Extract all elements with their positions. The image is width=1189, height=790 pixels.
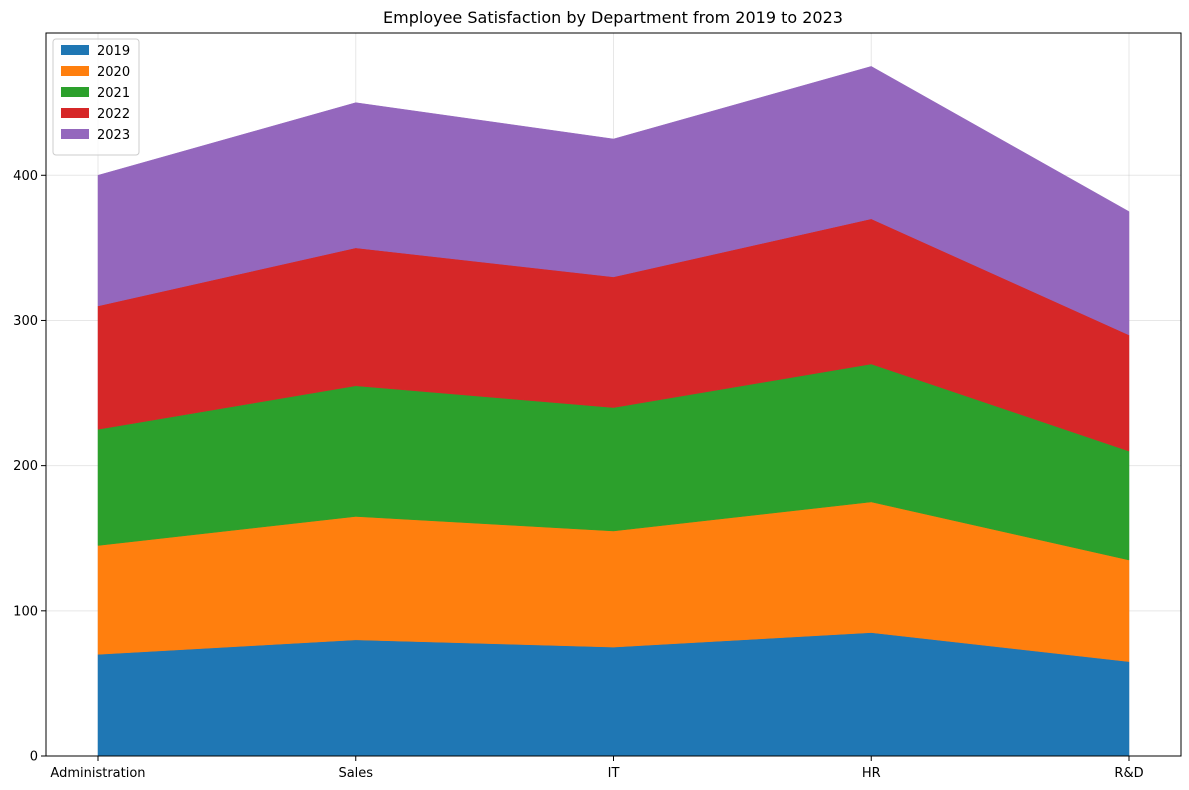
y-axis-ticks: 0 100 200 300 400 <box>13 169 46 765</box>
chart-title: Employee Satisfaction by Department from… <box>383 8 843 27</box>
legend-swatch-2023 <box>61 129 89 139</box>
y-tick-label: 400 <box>13 169 38 184</box>
legend-swatch-2022 <box>61 108 89 118</box>
legend-label-2021: 2021 <box>97 86 130 101</box>
y-tick-label: 200 <box>13 459 38 474</box>
x-tick-label: IT <box>608 766 620 781</box>
y-tick-label: 0 <box>30 750 38 765</box>
legend-swatch-2019 <box>61 45 89 55</box>
y-tick-label: 100 <box>13 604 38 619</box>
legend-swatch-2020 <box>61 66 89 76</box>
legend-label-2023: 2023 <box>97 128 130 143</box>
x-tick-label: Sales <box>338 766 373 781</box>
x-tick-label: R&D <box>1114 766 1143 781</box>
legend: 2019 2020 2021 2022 2023 <box>52 38 140 156</box>
area-series-2023 <box>97 66 1130 336</box>
x-tick-label: HR <box>862 766 881 781</box>
x-axis-ticks: Administration Sales IT HR R&D <box>50 756 1144 781</box>
y-tick-label: 300 <box>13 314 38 329</box>
legend-label-2022: 2022 <box>97 107 130 122</box>
legend-swatch-2021 <box>61 87 89 97</box>
area-series-2019 <box>97 632 1130 757</box>
area-series-layer <box>97 66 1130 757</box>
legend-label-2019: 2019 <box>97 44 130 59</box>
x-tick-label: Administration <box>50 766 145 781</box>
legend-label-2020: 2020 <box>97 65 130 80</box>
